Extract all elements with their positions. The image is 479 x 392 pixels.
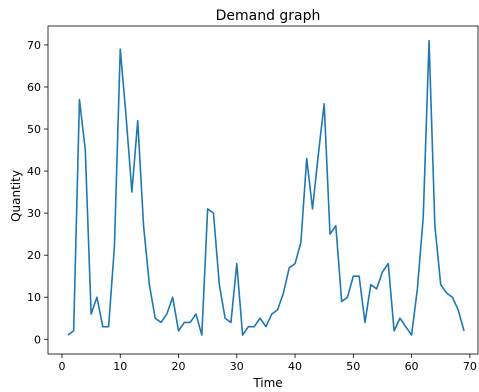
x-tick-label: 60	[405, 360, 419, 373]
y-tick-label: 60	[27, 81, 41, 94]
y-axis-label: Quantity	[9, 170, 23, 222]
y-tick-label: 50	[27, 123, 41, 136]
x-tick-label: 20	[172, 360, 186, 373]
x-tick-label: 70	[463, 360, 477, 373]
x-tick-label: 50	[346, 360, 360, 373]
y-tick-label: 30	[27, 207, 41, 220]
x-tick-label: 30	[230, 360, 244, 373]
axes-frame	[47, 25, 479, 355]
y-tick-label: 0	[34, 333, 41, 346]
y-tick-label: 10	[27, 291, 41, 304]
x-tick-label: 10	[113, 360, 127, 373]
y-tick-label: 40	[27, 165, 41, 178]
y-tick-label: 70	[27, 39, 41, 52]
x-tick-label: 0	[58, 360, 65, 373]
series-line-0	[67, 39, 465, 336]
y-tick-label: 20	[27, 249, 41, 262]
chart-title: Demand graph	[216, 8, 321, 24]
x-tick-label: 40	[288, 360, 302, 373]
x-axis-label: Time	[252, 376, 282, 390]
plot-area: 0 10 20 30 40 50 60 70 0 10 20 30 40 50 60 70	[27, 25, 479, 373]
